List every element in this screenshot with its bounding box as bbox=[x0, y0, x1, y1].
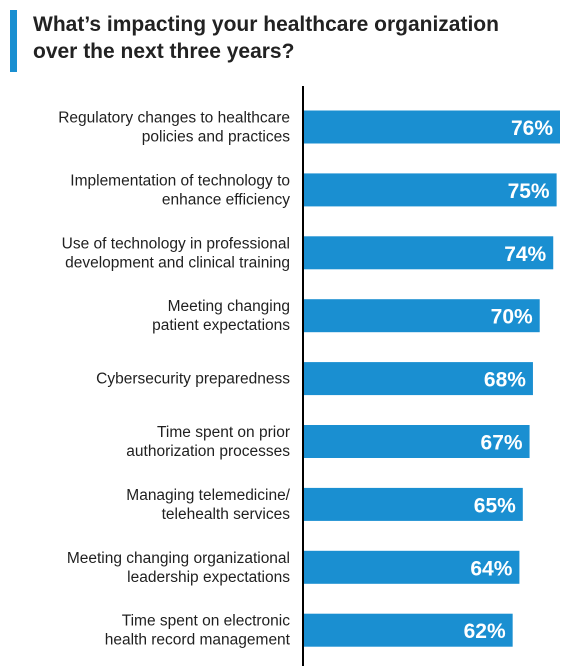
chart-title-line-1: What’s impacting your healthcare organiz… bbox=[33, 13, 499, 36]
bar-1 bbox=[303, 110, 560, 144]
chart-title: What’s impacting your healthcare organiz… bbox=[33, 11, 553, 65]
bar-6 bbox=[303, 425, 530, 458]
category-label-1-line-2: policies and practices bbox=[142, 129, 290, 146]
category-label-3-line-2: development and clinical training bbox=[65, 254, 290, 271]
category-label-3-line-1: Use of technology in professional bbox=[62, 235, 290, 252]
bar-3 bbox=[303, 236, 554, 270]
bar-4 bbox=[303, 299, 540, 333]
category-label-2-line-2: enhance efficiency bbox=[162, 191, 290, 208]
bar-5 bbox=[303, 362, 533, 396]
category-label-1-line-1: Regulatory changes to healthcare bbox=[58, 110, 290, 127]
category-label-9-line-2: health record management bbox=[105, 632, 291, 649]
category-label-7-line-1: Managing telemedicine/ bbox=[126, 487, 290, 504]
category-label-6-line-1: Time spent on prior bbox=[157, 424, 290, 441]
category-label-9-line-1: Time spent on electronic bbox=[122, 613, 291, 630]
bar-2 bbox=[303, 173, 557, 207]
category-label-4-line-1: Meeting changing bbox=[168, 298, 290, 315]
value-label-3: 74% bbox=[504, 243, 546, 266]
value-label-2: 75% bbox=[508, 180, 550, 203]
bar-8 bbox=[303, 550, 520, 584]
category-label-6-line-2: authorization processes bbox=[126, 443, 290, 460]
bar-7 bbox=[303, 487, 523, 521]
value-label-8: 64% bbox=[470, 557, 512, 580]
value-label-6: 67% bbox=[481, 432, 523, 455]
category-label-2-line-1: Implementation of technology to bbox=[70, 172, 290, 189]
title-block: What’s impacting your healthcare organiz… bbox=[0, 0, 567, 80]
category-label-7-line-2: telehealth services bbox=[162, 506, 291, 523]
value-label-5: 68% bbox=[484, 369, 526, 392]
category-label-5-line-1: Cybersecurity preparedness bbox=[96, 371, 290, 388]
category-label-8-line-2: leadership expectations bbox=[127, 569, 290, 586]
bar-9 bbox=[303, 613, 513, 647]
category-label-4-line-2: patient expectations bbox=[152, 317, 290, 334]
value-label-7: 65% bbox=[474, 494, 516, 517]
value-label-4: 70% bbox=[491, 306, 533, 329]
chart-title-line-2: over the next three years? bbox=[33, 40, 295, 63]
value-label-1: 76% bbox=[511, 117, 553, 140]
value-label-9: 62% bbox=[464, 620, 506, 643]
category-label-8-line-1: Meeting changing organizational bbox=[67, 550, 290, 567]
title-accent-bar bbox=[10, 10, 17, 72]
